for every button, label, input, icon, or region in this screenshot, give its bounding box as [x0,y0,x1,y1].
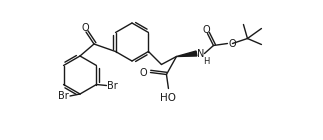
Text: Br: Br [58,91,69,101]
Text: H: H [203,57,209,66]
Text: O: O [228,38,236,48]
Text: O: O [140,67,148,78]
Text: O: O [81,23,89,33]
Text: HO: HO [161,93,176,102]
Text: O: O [203,24,210,34]
Text: N: N [197,48,205,59]
Polygon shape [176,51,197,57]
Text: Br: Br [108,80,118,90]
